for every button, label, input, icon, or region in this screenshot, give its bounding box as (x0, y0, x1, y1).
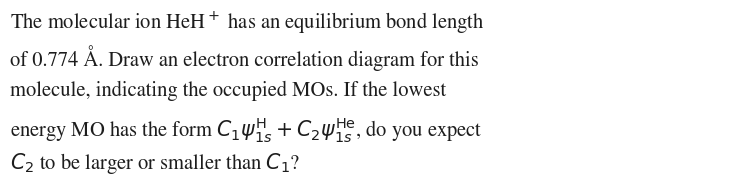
Text: The molecular ion HeH$^+$ has an equilibrium bond length: The molecular ion HeH$^+$ has an equilib… (10, 9, 484, 36)
Text: $C_2$ to be larger or smaller than $C_1$?: $C_2$ to be larger or smaller than $C_1$… (10, 151, 300, 176)
Text: molecule, indicating the occupied MOs. If the lowest: molecule, indicating the occupied MOs. I… (10, 80, 446, 101)
Text: of 0.774 Å. Draw an electron correlation diagram for this: of 0.774 Å. Draw an electron correlation… (10, 45, 478, 71)
Text: energy MO has the form $C_1\psi_{1s}^{\mathrm{H}} + C_2\psi_{1s}^{\mathrm{He}}$,: energy MO has the form $C_1\psi_{1s}^{\m… (10, 116, 482, 145)
